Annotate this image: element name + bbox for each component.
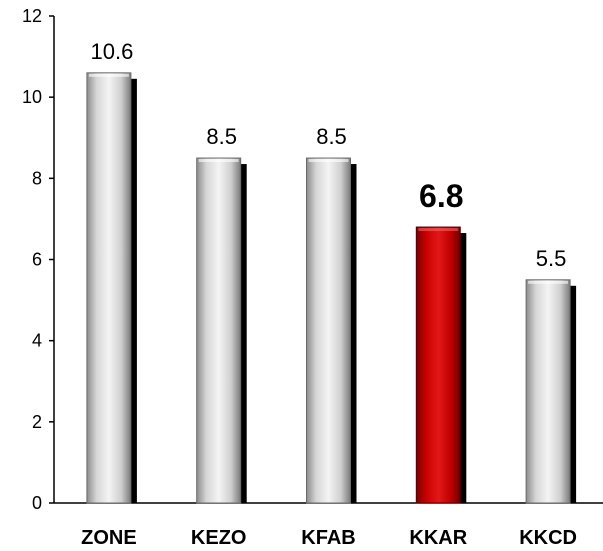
value-label-kkcd: 5.5 — [536, 246, 567, 271]
y-tick-label: 2 — [32, 412, 42, 432]
category-label-kkar: KKAR — [409, 527, 467, 549]
value-label-kkar: 6.8 — [419, 178, 463, 214]
category-label-zone: ZONE — [81, 527, 137, 549]
bar-zone — [86, 72, 132, 504]
bar-bevel — [308, 159, 349, 163]
bar-bevel — [88, 73, 129, 77]
y-tick-label: 8 — [32, 168, 42, 188]
y-tick-label: 6 — [32, 250, 42, 270]
category-label-kkcd: KKCD — [519, 527, 577, 549]
bar-kkcd — [525, 279, 571, 504]
y-tick-label: 10 — [22, 87, 42, 107]
value-label-kezo: 8.5 — [206, 124, 237, 149]
category-label-kezo: KEZO — [191, 527, 247, 549]
bars-layer — [86, 72, 577, 504]
bar-bevel — [198, 159, 239, 163]
y-tick-label: 4 — [32, 331, 42, 351]
category-label-kfab: KFAB — [301, 527, 355, 549]
value-label-kfab: 8.5 — [316, 124, 347, 149]
bar-bevel — [418, 228, 459, 232]
labels-layer: 10.6 ZONE 8.5 KEZO 8.5 KFAB 6.8 KKAR 5.5 KKCD — [81, 39, 577, 549]
y-tick-label: 12 — [22, 6, 42, 26]
bar-kezo — [196, 157, 242, 504]
bar-kkar — [415, 226, 461, 504]
axis-layer: 0 2 4 6 8 10 12 — [22, 6, 603, 513]
value-label-zone: 10.6 — [90, 39, 133, 64]
bar-kfab — [306, 157, 351, 504]
bar-bevel — [528, 280, 569, 284]
y-tick-label: 0 — [32, 493, 42, 513]
